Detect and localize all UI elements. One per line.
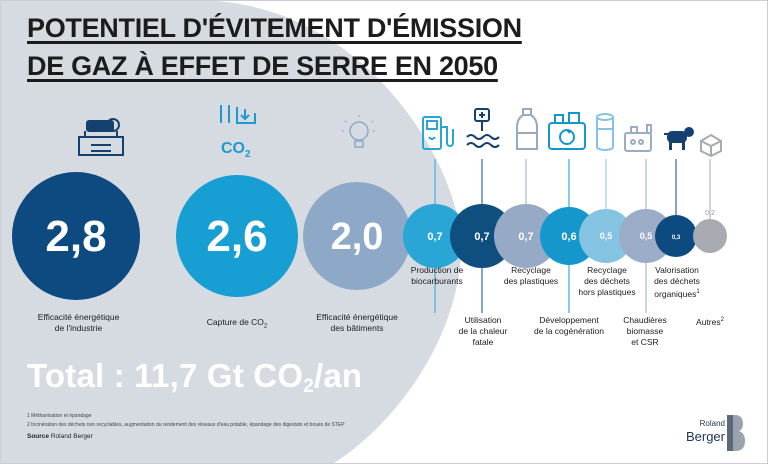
roland-berger-logo: Roland Berger — [665, 411, 745, 455]
value-label-10: 0,2 — [705, 210, 715, 217]
footnote-2: 2 Incinération des déchets non recyclabl… — [27, 422, 345, 428]
label-sub: 2 — [263, 323, 268, 330]
bubble-4 — [450, 204, 514, 268]
label-line: fatale — [472, 337, 494, 347]
category-label-waste-heat: Utilisation de la chaleur fatale — [445, 315, 521, 348]
value-label-4: 0,7 — [474, 231, 489, 243]
co2-icon-sub: 2 — [245, 149, 251, 160]
label-line: de la chaleur — [458, 326, 508, 336]
fuel-pump-icon — [422, 116, 454, 150]
logo-line-1: Roland — [699, 419, 725, 428]
cogeneration-icon — [548, 112, 586, 150]
label-line: de la cogénération — [534, 326, 604, 336]
label-line: hors plastiques — [578, 287, 636, 297]
value-label-7: 0,5 — [600, 231, 613, 241]
bubble-8 — [619, 209, 673, 263]
total-sub: 2 — [303, 376, 314, 397]
value-label-5: 0,7 — [518, 231, 533, 243]
total-suffix: /an — [314, 357, 363, 394]
label-line: Recyclage — [511, 265, 551, 275]
category-label-other: Autres2 — [687, 315, 733, 328]
logo-mark-icon — [727, 415, 745, 451]
logo-line-2: Berger — [685, 429, 725, 444]
label-line: Recyclage — [587, 265, 627, 275]
label-line: Production de — [410, 265, 464, 275]
category-label-biofuels: Production de biocarburants — [397, 265, 477, 287]
category-label-biomass: Chaudières biomasse et CSR — [609, 315, 681, 348]
label-line: biocarburants — [411, 276, 463, 286]
co2-capture-icon: CO2 — [220, 105, 256, 160]
value-label-3: 0,7 — [427, 231, 442, 243]
title-line-1: POTENTIEL D'ÉVITEMENT D'ÉMISSION — [27, 13, 522, 43]
source-line: Source Roland Berger — [27, 433, 93, 440]
bubble-0 — [12, 172, 140, 300]
category-label-plastics: Recyclage des plastiques — [489, 265, 573, 287]
label-line: des plastiques — [503, 276, 559, 286]
lightbulb-icon — [342, 115, 376, 148]
label-line: Développement — [539, 315, 599, 325]
biomass-boiler-icon — [624, 124, 652, 152]
label-line: organiques — [654, 288, 697, 299]
source-label: Source — [27, 433, 50, 440]
box-icon — [700, 133, 722, 157]
value-label-0: 2,8 — [45, 212, 106, 261]
label-line: des bâtiments — [330, 323, 384, 333]
bubble-5 — [494, 204, 558, 268]
can-icon — [596, 113, 614, 151]
label-line: des déchets — [584, 276, 630, 286]
bubble-2 — [303, 182, 411, 290]
label-line: Capture de CO — [206, 317, 264, 327]
footnote-1: 1 Méthanisation et épandage — [27, 413, 92, 419]
label-line: Utilisation — [464, 315, 502, 325]
label-line: Autres — [696, 316, 721, 327]
category-label-buildings: Efficacité énergétique des bâtiments — [297, 312, 417, 334]
co2-icon-text: CO — [221, 140, 245, 157]
label-line: Efficacité énergétique — [316, 312, 398, 322]
bubble-9 — [655, 215, 697, 257]
heat-recovery-icon — [466, 108, 500, 148]
label-line: de l'industrie — [54, 323, 103, 333]
value-label-1: 2,6 — [206, 212, 267, 261]
plastic-bottle-icon — [516, 108, 538, 150]
category-label-waste-recycling: Recyclage des déchets hors plastiques — [567, 265, 647, 298]
value-label-8: 0,5 — [640, 231, 653, 241]
label-line: Valorisation — [655, 265, 699, 275]
total-value: Total : 11,7 Gt CO2/an — [27, 357, 362, 398]
label-line: et CSR — [631, 337, 659, 347]
bubble-3 — [403, 204, 467, 268]
footnote-marker: 2 — [720, 317, 724, 323]
bubble-7 — [579, 209, 633, 263]
value-label-9: 0,3 — [672, 235, 681, 241]
factory-icon — [78, 118, 124, 156]
category-label-organic: Valorisation des déchets organiques1 — [645, 265, 709, 300]
title-line-2: DE GAZ À EFFET DE SERRE EN 2050 — [27, 51, 498, 81]
label-line: Chaudières — [623, 315, 667, 325]
source-value: Roland Berger — [50, 433, 93, 440]
category-label-capture: Capture de CO2 — [177, 317, 297, 333]
value-label-2: 2,0 — [331, 216, 384, 258]
category-label-industry: Efficacité énergétique de l'industrie — [11, 312, 146, 334]
total-prefix: Total : 11,7 Gt CO — [27, 357, 304, 394]
bubble-1 — [176, 175, 298, 297]
label-line: Efficacité énergétique — [37, 312, 120, 322]
label-line: des déchets — [654, 276, 700, 286]
bubble-10 — [693, 219, 727, 253]
footnote-marker: 1 — [696, 289, 700, 295]
svg-text:CO2: CO2 — [221, 140, 251, 160]
cow-icon — [664, 127, 694, 150]
label-line: biomasse — [626, 326, 664, 336]
value-label-6: 0,6 — [561, 231, 576, 243]
category-label-cogeneration: Développement de la cogénération — [521, 315, 617, 337]
